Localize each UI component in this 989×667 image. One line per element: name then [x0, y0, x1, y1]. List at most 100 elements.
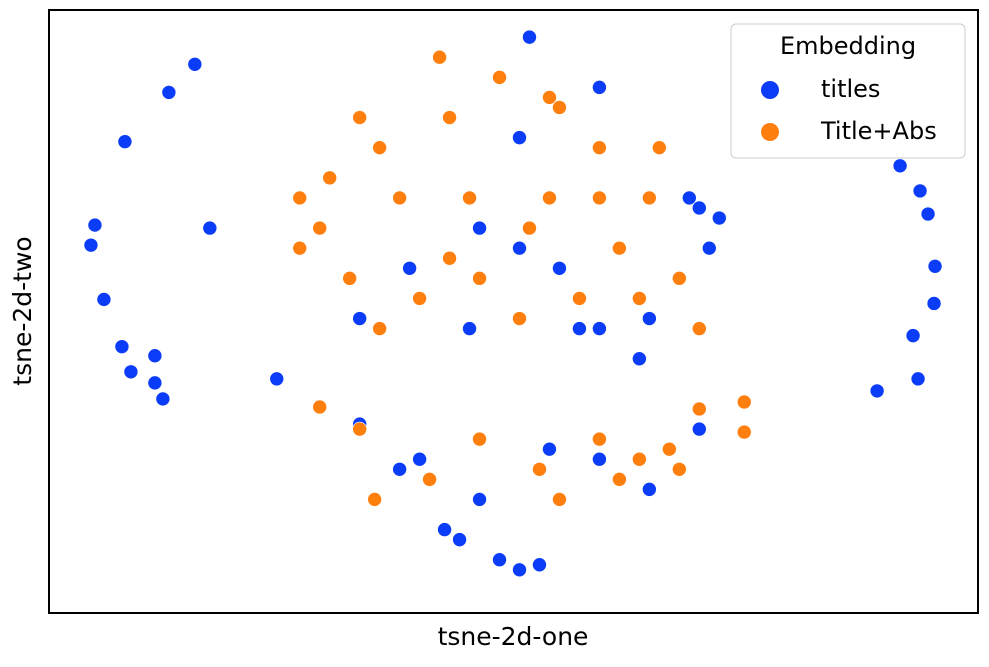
scatter-point	[632, 351, 647, 367]
scatter-point	[292, 190, 308, 206]
scatter-point	[691, 200, 707, 216]
legend-title: Embedding	[780, 32, 916, 60]
scatter-point	[662, 441, 677, 457]
scatter-point	[342, 271, 357, 286]
scatter-point	[691, 321, 707, 336]
scatter-point	[736, 394, 752, 410]
scatter-point	[372, 321, 387, 336]
scatter-point	[869, 383, 885, 399]
scatter-point	[372, 140, 387, 155]
scatter-point	[96, 292, 112, 307]
scatter-point	[292, 240, 308, 256]
scatter-point	[592, 321, 607, 336]
scatter-point	[202, 220, 218, 236]
scatter-point	[682, 190, 697, 206]
scatter-point	[352, 421, 367, 437]
scatter-point	[512, 562, 527, 578]
scatter-point	[691, 421, 707, 437]
scatter-point	[187, 56, 203, 72]
legend-box	[730, 23, 966, 159]
scatter-point	[87, 217, 103, 233]
x-axis-label: tsne-2d-one	[438, 622, 589, 651]
scatter-point	[147, 375, 163, 391]
scatter-point	[492, 552, 507, 568]
legend-marker	[761, 81, 779, 99]
scatter-point	[312, 220, 328, 236]
plot-frame	[48, 9, 979, 614]
scatter-point	[572, 321, 587, 336]
scatter-point	[632, 451, 647, 467]
scatter-point	[312, 399, 328, 415]
scatter-point	[352, 311, 367, 326]
scatter-point	[542, 190, 557, 206]
scatter-point	[155, 391, 171, 407]
scatter-point	[652, 140, 667, 155]
scatter-point	[532, 557, 547, 573]
scatter-point	[269, 371, 285, 387]
scatter-point	[522, 29, 537, 45]
scatter-point	[572, 291, 587, 306]
scatter-point	[672, 271, 687, 286]
scatter-point	[437, 522, 452, 537]
scatter-point	[542, 90, 557, 105]
scatter-point	[512, 311, 527, 326]
scatter-point	[532, 461, 547, 477]
scatter-point	[412, 451, 427, 467]
scatter-point	[472, 492, 487, 507]
scatter-point	[701, 240, 717, 256]
scatter-point	[442, 110, 457, 125]
scatter-point	[392, 461, 407, 477]
scatter-point	[432, 49, 447, 65]
scatter-point	[367, 492, 382, 507]
scatter-point	[83, 237, 99, 253]
legend-marker	[761, 123, 779, 141]
scatter-point	[736, 424, 752, 440]
scatter-point	[920, 206, 936, 222]
scatter-point	[452, 532, 467, 547]
scatter-point	[462, 190, 477, 206]
scatter-point	[905, 328, 921, 343]
scatter-point	[512, 240, 527, 256]
scatter-point	[462, 321, 477, 336]
scatter-point	[522, 220, 537, 236]
scatter-point	[442, 250, 457, 266]
scatter-point	[612, 472, 627, 487]
scatter-point	[592, 80, 607, 95]
scatter-point	[472, 271, 487, 286]
scatter-point	[552, 260, 567, 276]
y-axis-label: tsne-2d-two	[8, 236, 37, 385]
scatter-point	[542, 441, 557, 457]
scatter-point	[114, 339, 130, 354]
legend-label: Title+Abs	[820, 117, 937, 145]
scatter-point	[552, 492, 567, 507]
scatter-point	[927, 258, 943, 274]
scatter-point	[592, 140, 607, 155]
scatter-point	[672, 461, 687, 477]
scatter-point	[147, 348, 163, 364]
scatter-point	[912, 183, 928, 199]
scatter-point	[322, 170, 337, 186]
scatter-point	[472, 431, 487, 447]
scatter-point	[711, 210, 727, 226]
scatter-point	[161, 85, 177, 100]
scatter-point	[492, 70, 507, 85]
scatter-point	[632, 291, 647, 306]
scatter-point	[642, 311, 657, 326]
scatter-point	[117, 134, 133, 149]
scatter-point	[592, 431, 607, 447]
scatter-point	[352, 110, 367, 125]
scatter-point	[552, 100, 567, 115]
scatter-point	[422, 472, 437, 487]
scatter-point	[642, 190, 657, 206]
scatter-point	[512, 130, 527, 145]
legend-label: titles	[821, 75, 880, 103]
scatter-point	[123, 364, 139, 380]
scatter-point	[612, 240, 627, 256]
scatter-point	[412, 291, 427, 306]
scatter-point	[392, 190, 407, 206]
scatter-point	[642, 482, 657, 497]
scatter-point	[892, 158, 908, 174]
scatter-point	[402, 260, 417, 276]
scatter-point	[926, 296, 942, 311]
